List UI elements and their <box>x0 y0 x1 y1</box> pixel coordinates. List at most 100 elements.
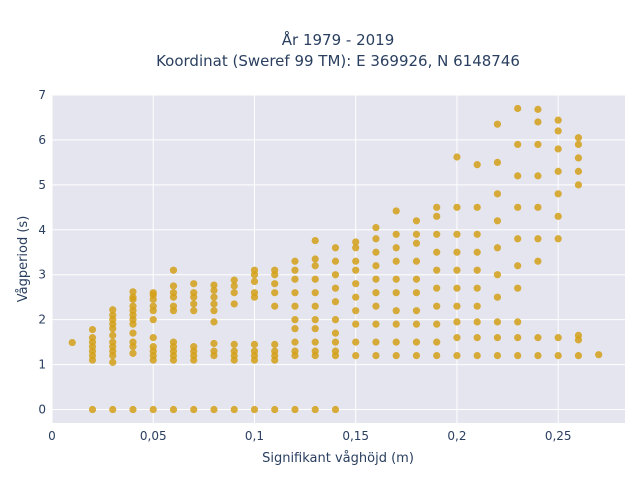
data-point <box>331 405 340 414</box>
data-point <box>392 289 400 297</box>
data-point <box>331 271 340 279</box>
data-point <box>453 302 461 310</box>
data-point <box>534 334 542 342</box>
data-point <box>595 351 603 359</box>
x-axis-title: Signifikant våghöjd (m) <box>262 451 414 466</box>
data-point <box>169 289 178 297</box>
data-point <box>554 116 562 124</box>
data-point <box>514 318 522 326</box>
data-point <box>433 266 441 274</box>
data-point <box>453 266 461 274</box>
data-point <box>453 284 461 292</box>
data-point <box>473 352 481 360</box>
data-point <box>372 235 380 243</box>
data-point <box>493 318 502 326</box>
x-tick-labels: 0 0,05 0,1 0,15 0,2 0,25 <box>48 429 571 443</box>
data-point <box>352 352 360 360</box>
data-point <box>271 340 279 348</box>
data-point <box>190 405 198 414</box>
data-point <box>372 338 380 346</box>
data-point <box>291 302 299 310</box>
data-point <box>311 289 319 297</box>
data-point <box>534 352 542 360</box>
data-point <box>190 307 198 315</box>
data-point <box>210 347 218 355</box>
data-point <box>169 302 178 310</box>
y-tick-label: 1 <box>38 358 46 372</box>
data-point <box>210 339 218 348</box>
data-point <box>574 134 583 142</box>
data-point <box>473 248 481 256</box>
data-point <box>514 203 522 211</box>
data-point <box>291 266 299 274</box>
data-point <box>514 235 522 243</box>
data-point <box>412 289 421 297</box>
data-point <box>291 257 299 265</box>
data-point <box>574 352 583 360</box>
data-point <box>433 320 441 328</box>
x-tick-label: 0,1 <box>245 429 264 443</box>
data-point <box>311 302 319 310</box>
data-point <box>271 289 279 297</box>
data-point <box>534 172 542 180</box>
data-point <box>331 244 340 252</box>
data-point <box>433 212 441 220</box>
data-point <box>169 405 178 414</box>
data-point <box>331 347 340 355</box>
data-point <box>271 405 279 414</box>
data-point <box>453 153 461 161</box>
data-point <box>250 289 259 297</box>
data-point <box>291 289 299 297</box>
data-point <box>554 167 562 175</box>
data-point <box>372 302 380 310</box>
data-point <box>392 320 400 328</box>
data-point <box>271 302 279 310</box>
data-point <box>534 257 542 265</box>
data-point <box>230 276 238 284</box>
data-point <box>230 282 238 290</box>
data-point <box>514 262 522 270</box>
data-point <box>311 255 319 263</box>
data-point <box>169 266 178 274</box>
data-point <box>129 293 137 301</box>
data-point <box>129 329 137 337</box>
data-point <box>149 343 157 351</box>
data-point <box>68 338 76 347</box>
data-point <box>352 338 360 346</box>
data-point <box>372 275 380 283</box>
data-point <box>372 223 380 232</box>
data-point <box>331 329 340 337</box>
data-point <box>473 318 481 326</box>
x-tick-label: 0,05 <box>140 429 167 443</box>
data-point <box>311 338 319 346</box>
data-point <box>392 307 400 315</box>
data-points <box>68 104 603 414</box>
data-point <box>574 154 583 162</box>
data-point <box>554 334 562 342</box>
data-point <box>574 331 583 339</box>
data-point <box>554 352 562 360</box>
data-point <box>311 262 319 270</box>
data-point <box>493 293 502 301</box>
data-point <box>554 212 562 220</box>
y-tick-label: 7 <box>38 88 46 102</box>
data-point <box>271 280 279 288</box>
data-point <box>412 230 421 238</box>
data-point <box>412 217 421 225</box>
data-point <box>352 257 360 265</box>
data-point <box>250 277 259 286</box>
data-point <box>412 239 421 247</box>
data-point <box>250 405 259 414</box>
data-point <box>210 318 218 326</box>
data-point <box>534 235 542 243</box>
data-point <box>433 352 441 360</box>
data-point <box>412 307 421 315</box>
chart-title-line-1: År 1979 - 2019 <box>282 30 395 49</box>
data-point <box>473 302 481 310</box>
data-point <box>230 340 238 348</box>
data-point <box>514 104 522 113</box>
data-point <box>473 266 481 274</box>
data-point <box>169 338 178 346</box>
data-point <box>433 284 441 292</box>
y-tick-label: 2 <box>38 313 46 327</box>
